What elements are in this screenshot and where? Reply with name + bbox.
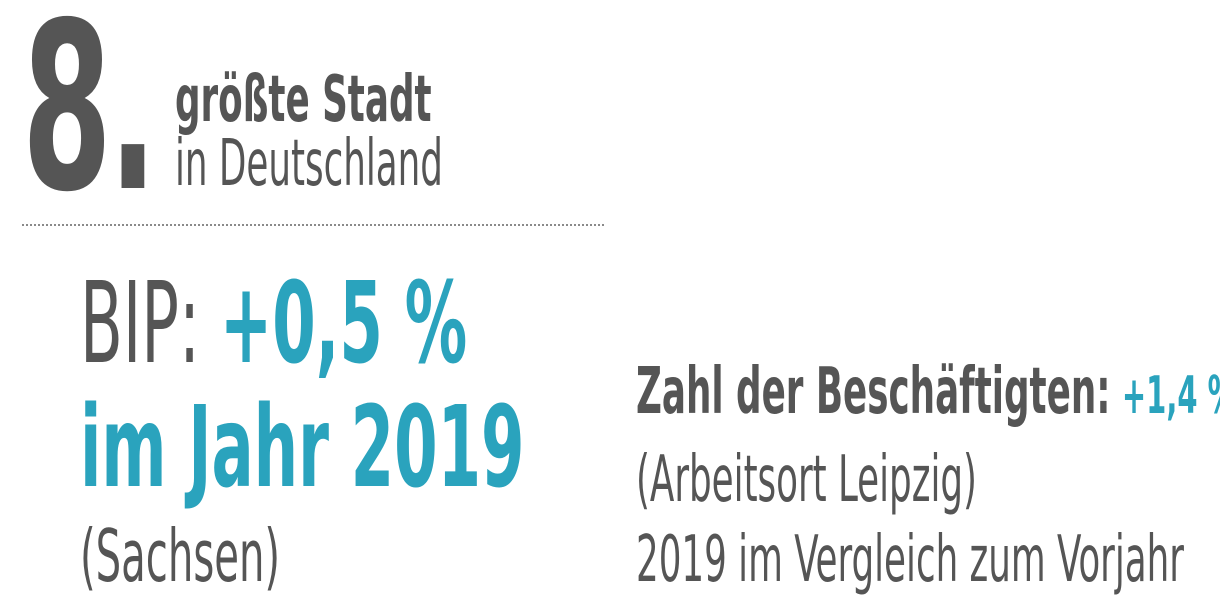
employment-comparison: 2019 im Vergleich zum Vorjahr — [636, 523, 1184, 597]
gdp-note: (Sachsen) — [80, 514, 281, 598]
gdp-value: +0,5 % — [219, 259, 468, 389]
rank-label-regular: in Deutschland — [175, 127, 443, 201]
employment-location: (Arbeitsort Leipzig) — [636, 443, 977, 517]
employment-value: +1,4 % — [1121, 366, 1220, 426]
gdp-year: im Jahr 2019 — [80, 383, 525, 513]
rank-label-bold: größte Stadt — [175, 63, 432, 137]
dotted-divider — [22, 224, 604, 226]
gdp-headline: BIP: +0,5 % — [80, 268, 467, 380]
employment-headline: Zahl der Beschäftigten: +1,4 % — [636, 360, 1220, 424]
gdp-label: BIP: — [80, 259, 200, 389]
rank-number: 8. — [22, 0, 157, 243]
employment-label: Zahl der Beschäftigten: — [636, 355, 1111, 429]
